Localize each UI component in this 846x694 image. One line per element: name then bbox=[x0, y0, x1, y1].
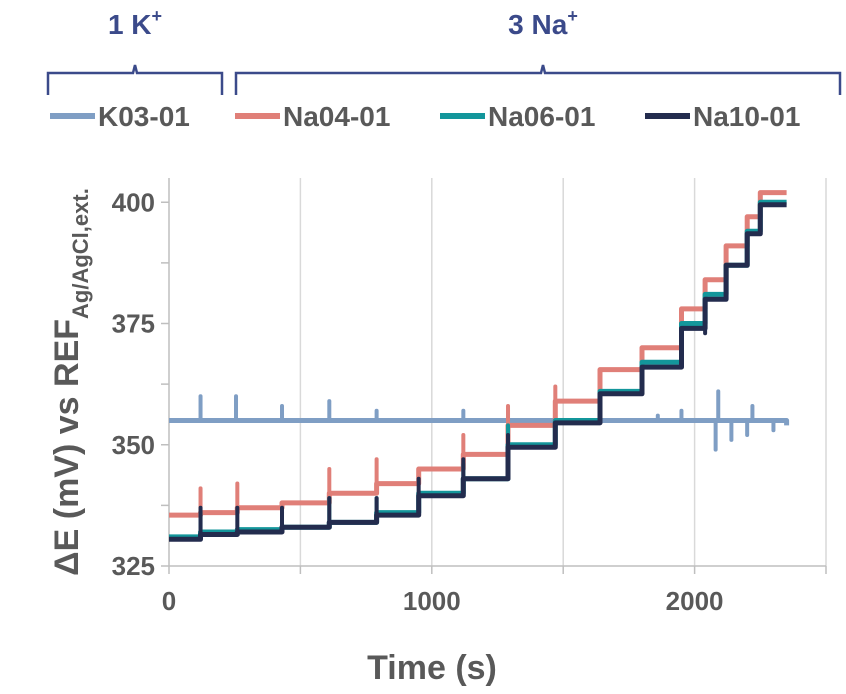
group-na-count: 3 bbox=[508, 9, 524, 40]
legend-label-k03-01: K03-01 bbox=[98, 101, 190, 132]
group-na: 3 Na+ bbox=[234, 6, 842, 95]
group-k-ion: K bbox=[131, 9, 151, 40]
y-axis-title-sub: Ag/AgCl,ext. bbox=[68, 188, 93, 319]
group-k-label: 1 K+ bbox=[108, 6, 162, 40]
y-axis-title: ΔE (mV) vs REFAg/AgCl,ext. bbox=[48, 188, 93, 576]
grid bbox=[299, 178, 827, 566]
group-k: 1 K+ bbox=[46, 6, 224, 95]
y-tick-label-375: 375 bbox=[112, 309, 155, 339]
y-tick-label-325: 325 bbox=[112, 551, 155, 581]
group-na-label: 3 Na+ bbox=[508, 6, 578, 40]
legend: K03-01 Na04-01 Na06-01 Na10-01 bbox=[50, 101, 800, 132]
y-tick-label-400: 400 bbox=[112, 187, 155, 217]
legend-label-na06-01: Na06-01 bbox=[488, 101, 595, 132]
x-axis-title: Time (s) bbox=[367, 649, 497, 687]
x-tick-label-0: 0 bbox=[162, 586, 176, 616]
legend-label-na10-01: Na10-01 bbox=[693, 101, 800, 132]
group-k-charge: + bbox=[152, 6, 163, 26]
x-tick-label-1000: 1000 bbox=[403, 586, 461, 616]
group-na-ion: Na bbox=[532, 9, 568, 40]
group-k-count: 1 bbox=[108, 9, 124, 40]
tick-labels: 325 350 375 400 0 1000 2000 bbox=[112, 187, 724, 616]
legend-item-na10-01: Na10-01 bbox=[645, 101, 800, 132]
y-axis-title-main: ΔE (mV) vs REF bbox=[48, 319, 86, 576]
group-na-brace bbox=[234, 64, 842, 95]
legend-label-na04-01: Na04-01 bbox=[283, 101, 390, 132]
x-tick-label-2000: 2000 bbox=[666, 586, 724, 616]
group-na-charge: + bbox=[567, 6, 578, 26]
legend-item-na06-01: Na06-01 bbox=[440, 101, 595, 132]
legend-item-k03-01: K03-01 bbox=[50, 101, 190, 132]
group-k-brace bbox=[46, 64, 224, 95]
legend-item-na04-01: Na04-01 bbox=[235, 101, 390, 132]
y-tick-label-350: 350 bbox=[112, 430, 155, 460]
axes bbox=[161, 178, 827, 574]
series-layer bbox=[169, 190, 790, 542]
